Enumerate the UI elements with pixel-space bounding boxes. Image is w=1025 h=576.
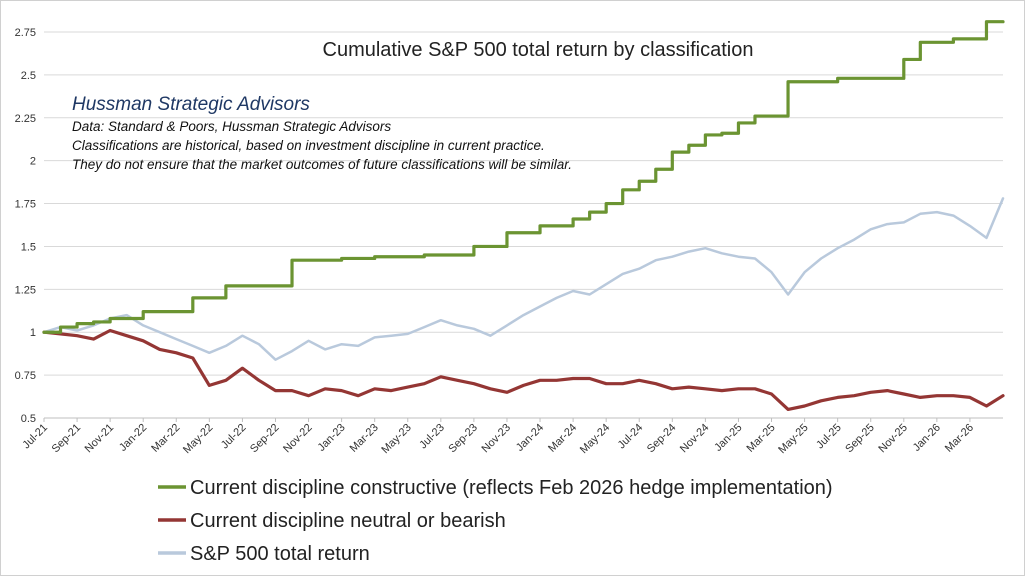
x-tick-label: Jul-21 — [20, 422, 50, 452]
series-line-neutral — [42, 328, 1005, 411]
chart-title: Cumulative S&P 500 total return by class… — [323, 39, 754, 61]
x-tick-label: Jan-25 — [712, 422, 744, 454]
x-tick-label: Sep-24 — [645, 422, 679, 456]
x-tick-label: Nov-25 — [876, 422, 910, 456]
x-tick-label: May-24 — [578, 422, 612, 456]
brand-annotation: Hussman Strategic Advisors — [72, 94, 310, 115]
x-tick-label: Nov-22 — [281, 422, 315, 456]
x-tick-label: Nov-23 — [480, 422, 514, 456]
x-tick-label: Mar-22 — [149, 422, 182, 455]
y-tick-label: 2.5 — [21, 70, 36, 82]
x-tick-label: May-22 — [181, 422, 215, 456]
x-tick-label: Jul-24 — [616, 422, 646, 452]
x-tick-label: Nov-24 — [678, 422, 712, 456]
y-tick-label: 2.75 — [15, 27, 36, 39]
x-tick-label: Jan-23 — [315, 422, 347, 454]
legend: Current discipline constructive (reflect… — [158, 477, 833, 565]
series-line-sp500 — [42, 197, 1005, 361]
gridlines — [44, 31, 1003, 419]
x-tick-label: Mar-25 — [745, 422, 778, 455]
x-tick-label: Sep-25 — [843, 422, 877, 456]
legend-label-neutral: Current discipline neutral or bearish — [190, 510, 506, 532]
x-tick-label: May-25 — [776, 422, 810, 456]
series-lines — [42, 20, 1005, 411]
note-line-1: Data: Standard & Poors, Hussman Strategi… — [72, 119, 391, 134]
x-tick-label: Jan-26 — [911, 422, 943, 454]
x-tick-label: Jan-24 — [514, 422, 546, 454]
x-tick-label: Mar-23 — [348, 422, 381, 455]
x-tick-label: Nov-21 — [83, 422, 117, 456]
x-tick-label: Jul-22 — [219, 422, 249, 452]
y-tick-label: 2 — [30, 156, 36, 168]
x-tick-label: Sep-23 — [446, 422, 480, 456]
legend-label-sp500: S&P 500 total return — [190, 543, 370, 565]
note-line-3: They do not ensure that the market outco… — [72, 157, 572, 172]
y-tick-label: 2.25 — [15, 113, 36, 125]
legend-label-constructive: Current discipline constructive (reflect… — [190, 477, 833, 499]
x-tick-label: Mar-26 — [943, 422, 976, 455]
y-axis: 0.5 0.75 1 1.25 1.5 1.75 2 2.25 2.5 2.75 — [15, 27, 36, 425]
x-tick-label: Jul-25 — [814, 422, 844, 452]
y-tick-label: 1.5 — [21, 241, 36, 253]
note-line-2: Classifications are historical, based on… — [72, 138, 545, 153]
x-tick-label: Jan-22 — [117, 422, 149, 454]
y-tick-label: 0.75 — [15, 370, 36, 382]
series-line-constructive — [42, 20, 1005, 334]
y-tick-label: 1.75 — [15, 199, 36, 211]
x-tick-label: Mar-24 — [546, 422, 579, 455]
y-tick-label: 0.5 — [21, 413, 36, 425]
y-tick-label: 1.25 — [15, 284, 36, 296]
x-tick-label: May-23 — [379, 422, 413, 456]
x-tick-label: Sep-22 — [248, 422, 282, 456]
y-tick-label: 1 — [30, 327, 36, 339]
x-tick-label: Sep-21 — [50, 422, 84, 456]
x-tick-label: Jul-23 — [417, 422, 447, 452]
